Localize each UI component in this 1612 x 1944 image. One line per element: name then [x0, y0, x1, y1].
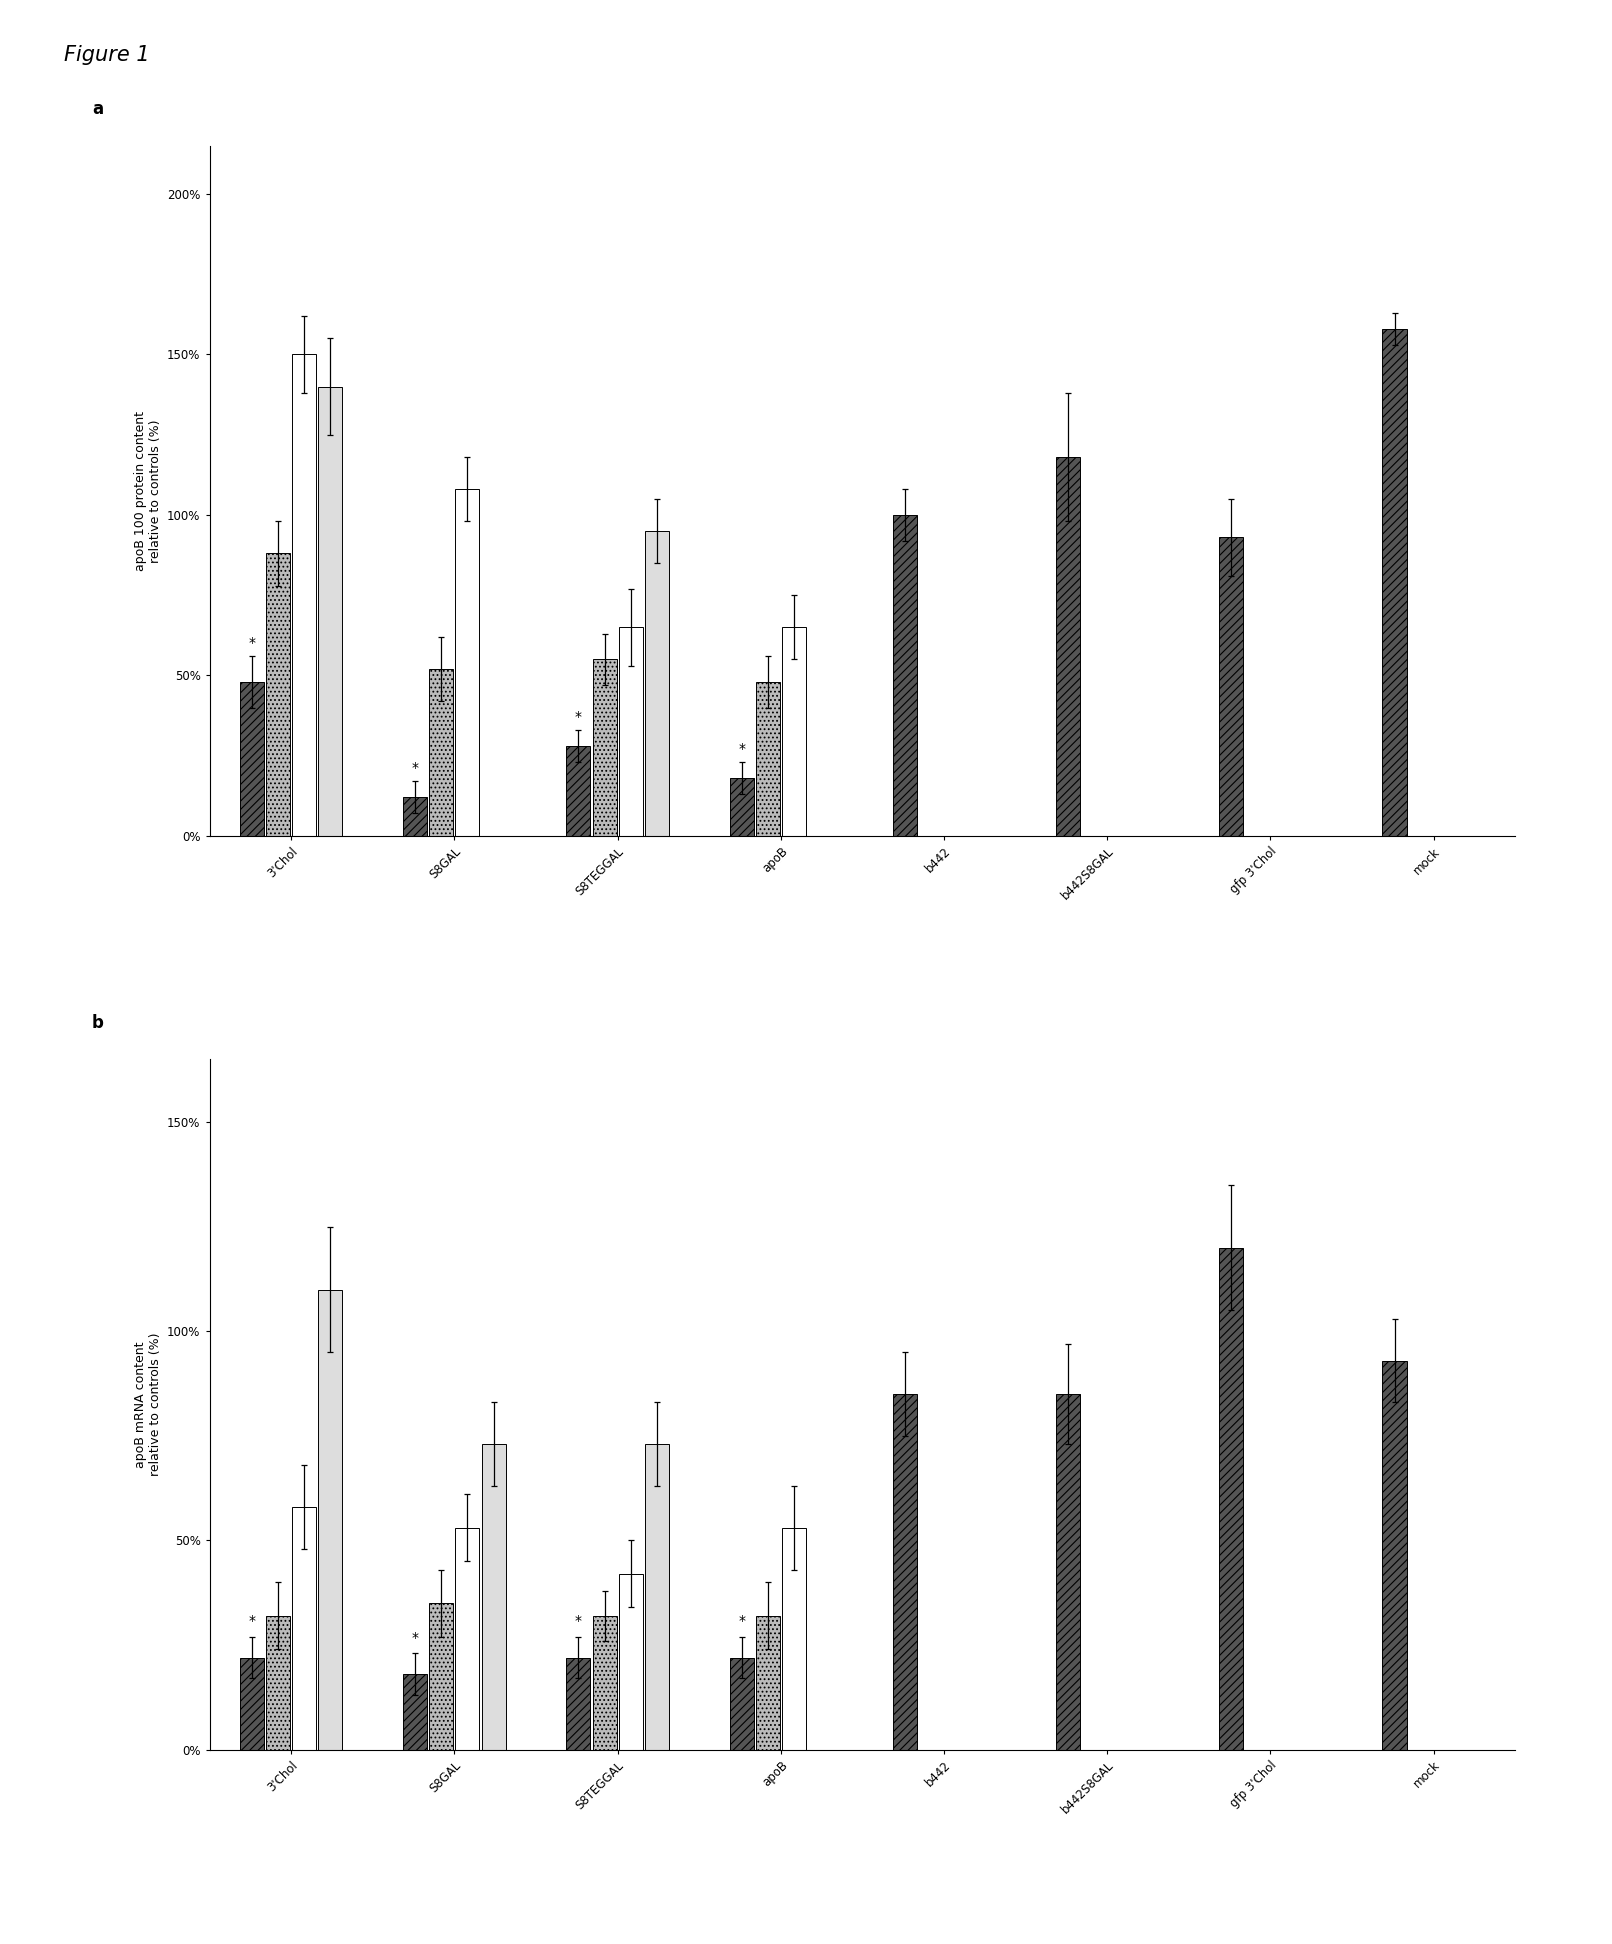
Y-axis label: apoB 100 protein content
relative to controls (%): apoB 100 protein content relative to con… [134, 410, 161, 572]
Text: *: * [248, 1614, 255, 1629]
Bar [403, 797, 427, 836]
Bar [593, 1615, 616, 1750]
Bar [292, 354, 316, 836]
Bar [893, 1394, 917, 1750]
Text: *: * [738, 743, 745, 756]
Bar [756, 1615, 780, 1750]
Bar [292, 1507, 316, 1750]
Bar [1056, 457, 1080, 836]
Bar [240, 1658, 264, 1750]
Bar [1383, 1361, 1407, 1750]
Bar [429, 1604, 453, 1750]
Text: *: * [248, 636, 255, 649]
Text: Figure 1: Figure 1 [64, 45, 150, 64]
Bar [1219, 537, 1243, 836]
Y-axis label: apoB mRNA content
relative to controls (%): apoB mRNA content relative to controls (… [134, 1334, 161, 1475]
Text: a: a [92, 101, 103, 119]
Bar [756, 682, 780, 836]
Bar [619, 1575, 643, 1750]
Bar [266, 554, 290, 836]
Bar [482, 1444, 506, 1750]
Bar [566, 1658, 590, 1750]
Bar [645, 531, 669, 836]
Bar [240, 682, 264, 836]
Text: *: * [738, 1614, 745, 1629]
Bar [782, 628, 806, 836]
Bar [456, 1528, 479, 1750]
Bar [619, 628, 643, 836]
Bar [566, 746, 590, 836]
Text: *: * [411, 760, 419, 776]
Bar [893, 515, 917, 836]
Bar [266, 1615, 290, 1750]
Bar [318, 1289, 342, 1750]
Bar [730, 778, 754, 836]
Bar [429, 669, 453, 836]
Bar [1056, 1394, 1080, 1750]
Bar [403, 1674, 427, 1750]
Bar [645, 1444, 669, 1750]
Bar [1383, 329, 1407, 836]
Bar [456, 490, 479, 836]
Text: *: * [575, 1614, 582, 1629]
Bar [318, 387, 342, 836]
Bar [1219, 1248, 1243, 1750]
Text: *: * [575, 710, 582, 723]
Text: *: * [411, 1631, 419, 1645]
Bar [730, 1658, 754, 1750]
Legend: 100 nMs iRNA, 10 nMs iRNA, 1 nMs iRNA, 0,1 nMs iRNA: 100 nMs iRNA, 10 nMs iRNA, 1 nMs iRNA, 0… [667, 1118, 1057, 1131]
Bar [782, 1528, 806, 1750]
Text: b: b [92, 1015, 103, 1032]
Bar [593, 659, 616, 836]
